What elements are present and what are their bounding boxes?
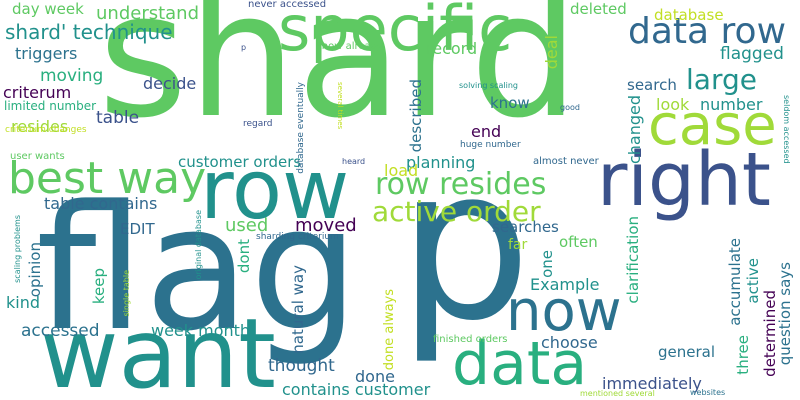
word-moved: moved <box>295 215 357 236</box>
word-now: now <box>506 279 622 344</box>
word-triggers: triggers <box>15 44 78 63</box>
word-seldom-accessed: seldom accessed <box>782 95 791 164</box>
word-mentioned-several: mentioned several <box>580 389 655 398</box>
word-limited-number: limited number <box>4 99 97 113</box>
word-p-small: p <box>241 43 247 52</box>
word-right: right <box>597 137 771 223</box>
word-table-contains: table contains <box>44 194 158 213</box>
word-search: search <box>627 76 677 94</box>
word-regard: regard <box>243 119 273 129</box>
word-immediately: immediately <box>602 374 702 393</box>
word-database: database <box>654 6 724 24</box>
word-general: general <box>658 343 716 361</box>
word-record: record <box>426 39 478 58</box>
word-dont: dont <box>235 239 253 274</box>
word-best-way: best way <box>8 153 207 204</box>
word-single-table: single table <box>122 270 131 317</box>
word-user-wants: user wants <box>10 151 65 162</box>
word-edit: EDIT <box>120 220 155 238</box>
word-used: used <box>225 215 269 236</box>
word-far: far <box>508 237 528 253</box>
word-understand: understand <box>96 3 200 24</box>
word-accumulate: accumulate <box>726 238 744 326</box>
word-huge-number: huge number <box>460 140 521 150</box>
word-specific: specific <box>278 0 513 65</box>
word-data-row: data row <box>628 11 787 52</box>
word-solving-scaling: solving scaling <box>459 81 518 90</box>
word-table: table <box>96 108 140 128</box>
word-almost-never: almost never <box>533 156 599 167</box>
word-week-month: week month <box>151 321 251 340</box>
word-want: want <box>40 298 276 400</box>
word-three: three <box>734 335 752 375</box>
word-shard: shard <box>98 0 579 156</box>
word-searches: searches <box>492 218 559 236</box>
word-sharding-criterium: sharding criterium <box>256 232 339 242</box>
word-p: p <box>398 122 532 367</box>
word-contains-customer: contains customer <box>282 380 431 399</box>
word-question-says: question says <box>776 262 794 366</box>
word-row: row <box>200 143 350 238</box>
word-load: load <box>384 161 419 180</box>
word-day-week: day week <box>12 0 84 18</box>
word-flag: flag <box>36 168 359 369</box>
word-heard: heard <box>342 157 366 166</box>
word-resides: resides <box>11 117 69 136</box>
word-database-eventually: database eventually <box>296 82 306 174</box>
word-decide: decide <box>143 74 197 93</box>
word-data: data <box>452 329 588 399</box>
word-criterium-changes: criterium changes <box>5 125 87 135</box>
word-opinion: opinion <box>26 242 44 298</box>
word-good: good <box>560 103 580 112</box>
word-number: number <box>700 95 763 114</box>
word-accessed: accessed <box>21 321 100 341</box>
word-thought: thought <box>268 356 335 376</box>
word-clarification: clarification <box>624 216 642 304</box>
word-finished-orders: finished orders <box>433 334 508 345</box>
word-row-resides: row resides <box>375 167 547 202</box>
word-never-accessed: never accessed <box>248 0 327 10</box>
word-kind: kind <box>6 293 41 312</box>
word-changed: changed <box>625 95 644 165</box>
word-active-order: active order <box>372 195 541 228</box>
word-active: active <box>744 258 762 304</box>
word-example: Example <box>530 275 600 294</box>
word-described: described <box>407 79 425 153</box>
word-planning: planning <box>406 153 476 172</box>
word-deal: deal <box>542 35 561 70</box>
word-criterum: criterum <box>3 83 72 102</box>
word-moving: moving <box>40 66 104 86</box>
word-end: end <box>471 122 502 141</box>
word-scaling-problems: scaling problems <box>13 215 22 283</box>
word-keep: keep <box>90 268 108 305</box>
word-know: know <box>490 94 530 112</box>
word-case: case <box>648 93 777 158</box>
word-done-always: done always <box>382 289 397 371</box>
word-look: look <box>656 95 690 114</box>
word-one: one <box>538 250 556 278</box>
word-original-database: original database <box>194 210 203 280</box>
word-customer-orders: customer orders <box>178 153 302 171</box>
word-several-times: several times <box>336 82 344 130</box>
word-large: large <box>686 63 757 96</box>
word-often: often <box>559 233 598 251</box>
word-deleted: deleted <box>570 0 627 18</box>
word-shard-technique: shard' technique <box>5 20 173 44</box>
word-choose: choose <box>541 333 598 352</box>
word-flagged: flagged <box>720 44 784 64</box>
word-done: done <box>355 367 395 386</box>
word-websites: websites <box>690 388 726 397</box>
word-natural-way: natural way <box>289 265 307 354</box>
word-know-already: know already <box>316 41 383 52</box>
